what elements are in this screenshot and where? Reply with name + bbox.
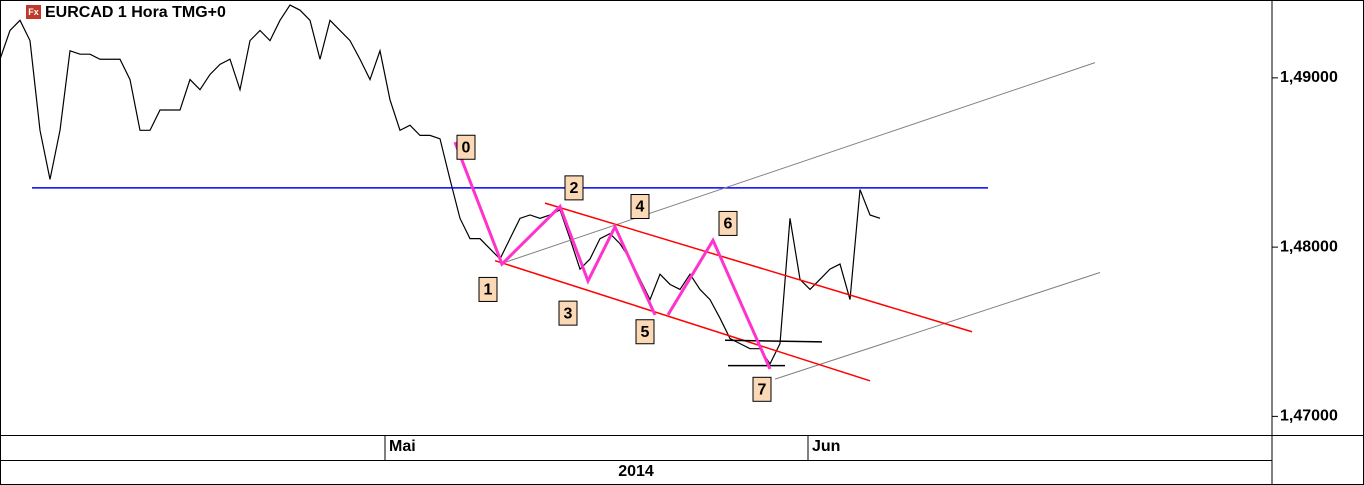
wave-label-box (564, 175, 584, 201)
wave-label-box (456, 134, 476, 160)
y-tick-label: 1,47000 (1280, 408, 1338, 425)
wave-label: 4 (636, 199, 645, 216)
wave-label: 6 (724, 216, 733, 233)
wave-label-box (478, 276, 498, 302)
chart-title: EURCAD 1 Hora TMG+0 (45, 4, 226, 21)
wave-label: 5 (641, 324, 650, 341)
icon (26, 5, 41, 19)
annotation-line (494, 259, 871, 382)
annotation-line (666, 237, 772, 370)
wave-label: 7 (758, 382, 767, 399)
annotation-line (724, 339, 823, 343)
wave-label-box (635, 319, 655, 345)
wave-label: 3 (564, 305, 573, 322)
annotation-line (544, 202, 973, 333)
y-tick-label: 1,49000 (1280, 69, 1338, 86)
wave-label-box (752, 376, 772, 402)
icon-text: Fx (28, 7, 39, 17)
year-label: 2014 (618, 463, 654, 480)
annotation-line (499, 62, 1096, 265)
x-tick-label: Jun (812, 438, 840, 455)
y-tick-label: 1,48000 (1280, 238, 1338, 255)
annotation-line (453, 141, 657, 316)
wave-label-box (630, 193, 650, 219)
wave-label-box (558, 300, 578, 326)
x-tick-label: Mai (389, 438, 416, 455)
wave-label: 2 (570, 180, 579, 197)
wave-label-box (718, 210, 738, 236)
annotation-line (774, 272, 1101, 380)
wave-label: 0 (462, 139, 471, 156)
wave-label: 1 (484, 282, 493, 299)
